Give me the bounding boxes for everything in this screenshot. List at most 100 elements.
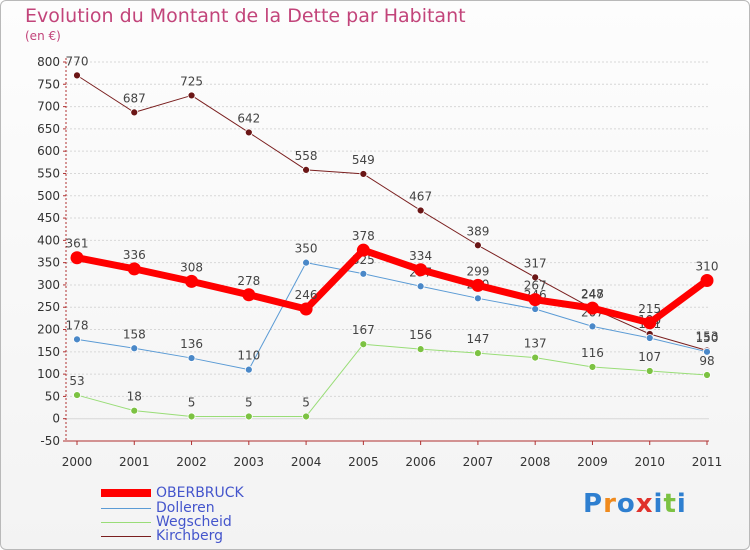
data-point-oberbruck bbox=[585, 301, 599, 315]
data-label-wegscheid: 167 bbox=[352, 323, 375, 337]
data-point-oberbruck bbox=[127, 262, 141, 276]
data-point-oberbruck bbox=[414, 263, 428, 277]
x-tick-label: 2003 bbox=[234, 455, 265, 469]
legend-item-kirchberg: Kirchberg bbox=[101, 528, 321, 544]
x-tick-label: 2006 bbox=[405, 455, 436, 469]
data-label-wegscheid: 98 bbox=[699, 354, 714, 368]
data-label-wegscheid: 5 bbox=[302, 395, 310, 409]
data-label-kirchberg: 467 bbox=[409, 189, 432, 203]
x-tick-label: 2001 bbox=[119, 455, 150, 469]
data-label-wegscheid: 156 bbox=[409, 328, 432, 342]
y-tick-label: 400 bbox=[37, 233, 60, 247]
data-label-kirchberg: 549 bbox=[352, 153, 375, 167]
x-tick-label: 2010 bbox=[634, 455, 665, 469]
y-tick-label: 150 bbox=[37, 345, 60, 359]
x-tick-label: 2008 bbox=[520, 455, 551, 469]
data-point-kirchberg bbox=[474, 241, 482, 250]
proxiti-logo: Proxiti bbox=[583, 489, 687, 519]
data-label-dolleren: 158 bbox=[123, 327, 146, 341]
legend-swatch-kirchberg bbox=[101, 536, 151, 537]
x-tick-label: 2007 bbox=[463, 455, 494, 469]
data-point-kirchberg bbox=[130, 108, 139, 117]
chart-unit: (en €) bbox=[25, 29, 61, 43]
y-tick-label: 700 bbox=[37, 100, 60, 114]
y-tick-label: 800 bbox=[37, 55, 60, 69]
legend-swatch-dolleren bbox=[101, 508, 151, 509]
data-label-kirchberg: 642 bbox=[237, 111, 260, 125]
legend-item-wegscheid: Wegscheid bbox=[101, 514, 321, 530]
data-label-wegscheid: 147 bbox=[466, 332, 489, 346]
data-point-kirchberg bbox=[187, 91, 196, 100]
data-label-oberbruck: 336 bbox=[123, 248, 146, 262]
data-point-oberbruck bbox=[185, 274, 199, 288]
y-tick-label: 650 bbox=[37, 122, 60, 136]
legend-swatch-oberbruck bbox=[101, 489, 151, 497]
data-label-wegscheid: 116 bbox=[581, 346, 604, 360]
data-label-oberbruck: 246 bbox=[295, 288, 318, 302]
x-tick-label: 2009 bbox=[577, 455, 608, 469]
data-label-oberbruck: 308 bbox=[180, 260, 203, 274]
data-point-dolleren bbox=[73, 335, 81, 344]
data-point-dolleren bbox=[416, 282, 425, 291]
x-tick-label: 2011 bbox=[692, 455, 723, 469]
data-label-oberbruck: 215 bbox=[638, 302, 661, 316]
data-point-wegscheid bbox=[474, 349, 482, 358]
data-point-kirchberg bbox=[416, 206, 425, 215]
data-label-kirchberg: 153 bbox=[696, 329, 719, 343]
data-label-dolleren: 178 bbox=[66, 318, 89, 332]
legend-item-dolleren: Dolleren bbox=[101, 500, 321, 516]
data-point-dolleren bbox=[359, 269, 368, 278]
legend-label-oberbruck: OBERBRUCK bbox=[156, 485, 244, 501]
data-label-wegscheid: 53 bbox=[69, 374, 84, 388]
legend-label-wegscheid: Wegscheid bbox=[156, 514, 232, 530]
data-point-wegscheid bbox=[416, 345, 425, 354]
data-point-wegscheid bbox=[187, 412, 196, 421]
series-line-oberbruck bbox=[73, 246, 711, 327]
data-label-oberbruck: 310 bbox=[696, 259, 719, 273]
data-point-wegscheid bbox=[588, 363, 597, 371]
data-point-kirchberg bbox=[302, 166, 310, 174]
data-point-wegscheid bbox=[244, 412, 253, 421]
data-point-dolleren bbox=[645, 334, 654, 342]
y-tick-label: 750 bbox=[37, 77, 60, 91]
series-line-wegscheid bbox=[76, 343, 708, 417]
data-point-dolleren bbox=[130, 344, 139, 353]
y-tick-label: 50 bbox=[45, 389, 60, 403]
data-point-wegscheid bbox=[703, 371, 711, 379]
data-label-kirchberg: 558 bbox=[295, 149, 318, 163]
y-tick-label: 600 bbox=[37, 144, 60, 158]
data-label-kirchberg: 317 bbox=[524, 256, 547, 270]
data-point-oberbruck bbox=[356, 243, 370, 257]
y-tick-label: 200 bbox=[37, 323, 60, 337]
y-tick-label: 300 bbox=[37, 278, 60, 292]
chart-title: Evolution du Montant de la Dette par Hab… bbox=[25, 5, 466, 27]
legend-swatch-wegscheid bbox=[101, 522, 151, 523]
y-tick-label: 100 bbox=[37, 367, 60, 381]
data-label-oberbruck: 248 bbox=[581, 287, 604, 301]
data-label-kirchberg: 725 bbox=[180, 74, 203, 88]
data-label-oberbruck: 267 bbox=[524, 279, 547, 293]
data-point-wegscheid bbox=[645, 367, 654, 375]
y-tick-label: 0 bbox=[52, 412, 60, 426]
data-point-oberbruck bbox=[471, 278, 485, 292]
data-label-wegscheid: 5 bbox=[245, 395, 253, 409]
data-label-kirchberg: 247 bbox=[581, 288, 604, 302]
data-label-wegscheid: 18 bbox=[127, 390, 142, 404]
data-label-wegscheid: 5 bbox=[188, 395, 196, 409]
data-label-kirchberg: 770 bbox=[66, 54, 89, 68]
y-tick-label: 450 bbox=[37, 211, 60, 225]
data-point-oberbruck bbox=[700, 273, 714, 287]
y-tick-label: 550 bbox=[37, 166, 60, 180]
data-point-oberbruck bbox=[528, 293, 542, 307]
data-point-oberbruck bbox=[299, 302, 313, 316]
x-tick-label: 2004 bbox=[291, 455, 322, 469]
data-label-wegscheid: 107 bbox=[638, 350, 661, 364]
data-label-dolleren: 110 bbox=[237, 349, 260, 363]
data-label-oberbruck: 378 bbox=[352, 229, 375, 243]
data-point-oberbruck bbox=[70, 251, 84, 265]
data-point-wegscheid bbox=[130, 406, 139, 415]
data-label-kirchberg: 687 bbox=[123, 91, 146, 105]
data-label-dolleren: 350 bbox=[295, 242, 318, 256]
x-tick-label: 2002 bbox=[176, 455, 207, 469]
